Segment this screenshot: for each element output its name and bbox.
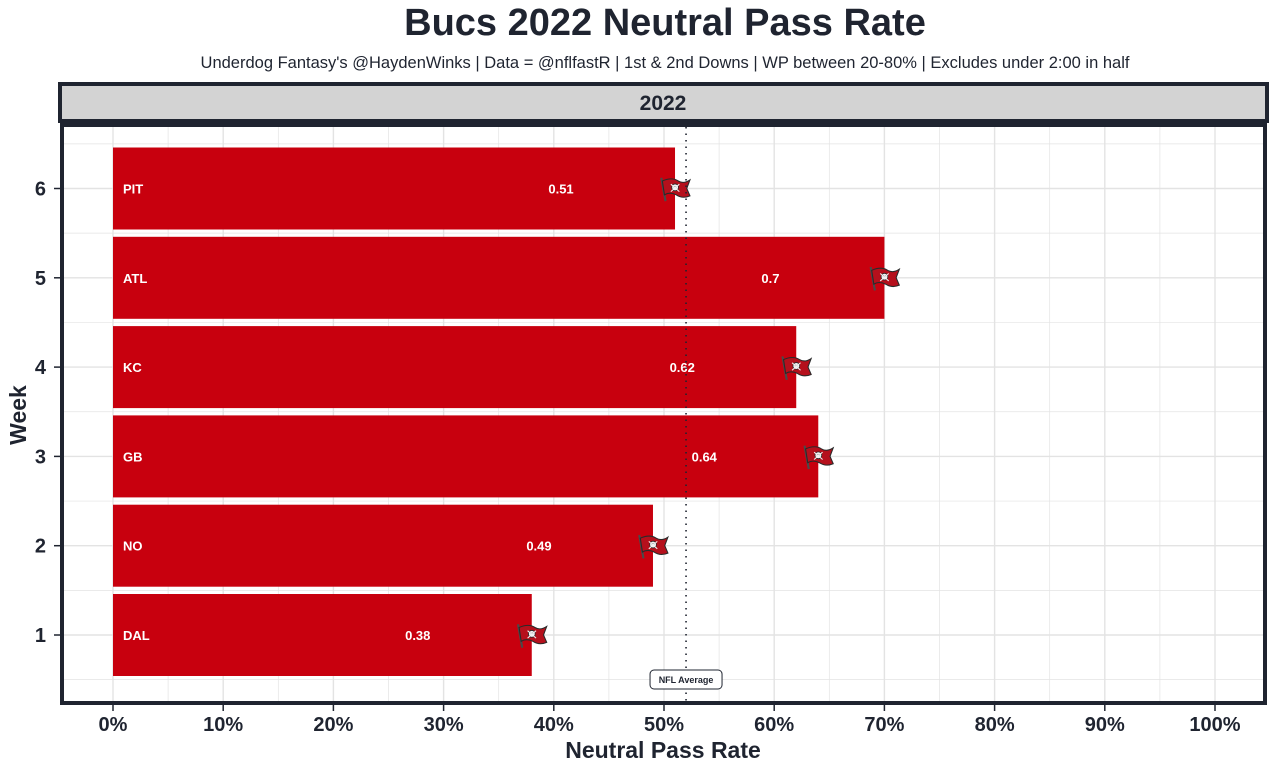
y-tick-label: 5 — [35, 268, 46, 290]
chart-subtitle: Underdog Fantasy's @HaydenWinks | Data =… — [200, 54, 1130, 72]
bar-week-4 — [113, 326, 797, 409]
panel-border — [60, 123, 1267, 705]
facet-strip-label: 2022 — [640, 92, 687, 115]
x-axis-ticks: 0% 10% 20% 30% 40% 50% 60% 70% 80% 90% 100% — [99, 705, 1241, 736]
bar-value-label: 0.38 — [405, 628, 430, 643]
nfl-average-label-box — [649, 669, 723, 690]
bar-week-6 — [113, 147, 676, 230]
bar-value-label: 0.62 — [670, 360, 695, 375]
bar-opponent-label: DAL — [123, 628, 150, 643]
bar-opponent-label: ATL — [123, 271, 147, 286]
x-tick-label: 20% — [313, 714, 353, 736]
bar-opponent-label: GB — [123, 449, 143, 464]
x-tick-label: 60% — [754, 714, 794, 736]
x-tick-label: 80% — [975, 714, 1015, 736]
y-tick-label: 1 — [35, 625, 46, 647]
bar-week-5 — [113, 236, 885, 319]
x-tick-label: 50% — [644, 714, 684, 736]
x-tick-label: 100% — [1189, 714, 1240, 736]
y-tick-label: 2 — [35, 536, 46, 558]
bar-week-1 — [113, 594, 532, 676]
nfl-average-label: NFL Average — [659, 675, 714, 685]
y-tick-label: 6 — [35, 179, 46, 201]
y-tick-label: 3 — [35, 446, 46, 468]
bar-opponent-label: NO — [123, 539, 143, 554]
bar-week-3 — [113, 415, 819, 498]
x-tick-label: 30% — [424, 714, 464, 736]
nfl-average-reference: NFL Average — [649, 127, 723, 701]
x-tick-label: 10% — [203, 714, 243, 736]
x-tick-label: 90% — [1085, 714, 1125, 736]
y-axis-title: Week — [5, 385, 31, 445]
bar-opponent-label: PIT — [123, 182, 143, 197]
bar-value-label: 0.64 — [692, 449, 718, 464]
facet-strip — [58, 82, 1269, 123]
bar-value-label: 0.51 — [548, 182, 573, 197]
bar-week-2 — [113, 504, 653, 587]
x-tick-label: 40% — [534, 714, 574, 736]
bar-value-label: 0.49 — [526, 539, 551, 554]
chart-title: Bucs 2022 Neutral Pass Rate — [404, 2, 926, 44]
bar-opponent-label: KC — [123, 360, 142, 375]
y-axis-ticks: 1 2 3 4 5 6 — [35, 179, 60, 647]
x-tick-label: 0% — [99, 714, 128, 736]
x-axis-title: Neutral Pass Rate — [565, 737, 761, 763]
bars: DAL 0.38 NO 0.49 GB 0.64 KC 0.62 ATL 0.7 PIT 0.51 — [113, 147, 901, 676]
y-tick-label: 4 — [35, 357, 47, 379]
x-tick-label: 70% — [864, 714, 904, 736]
bar-value-label: 0.7 — [761, 271, 779, 286]
